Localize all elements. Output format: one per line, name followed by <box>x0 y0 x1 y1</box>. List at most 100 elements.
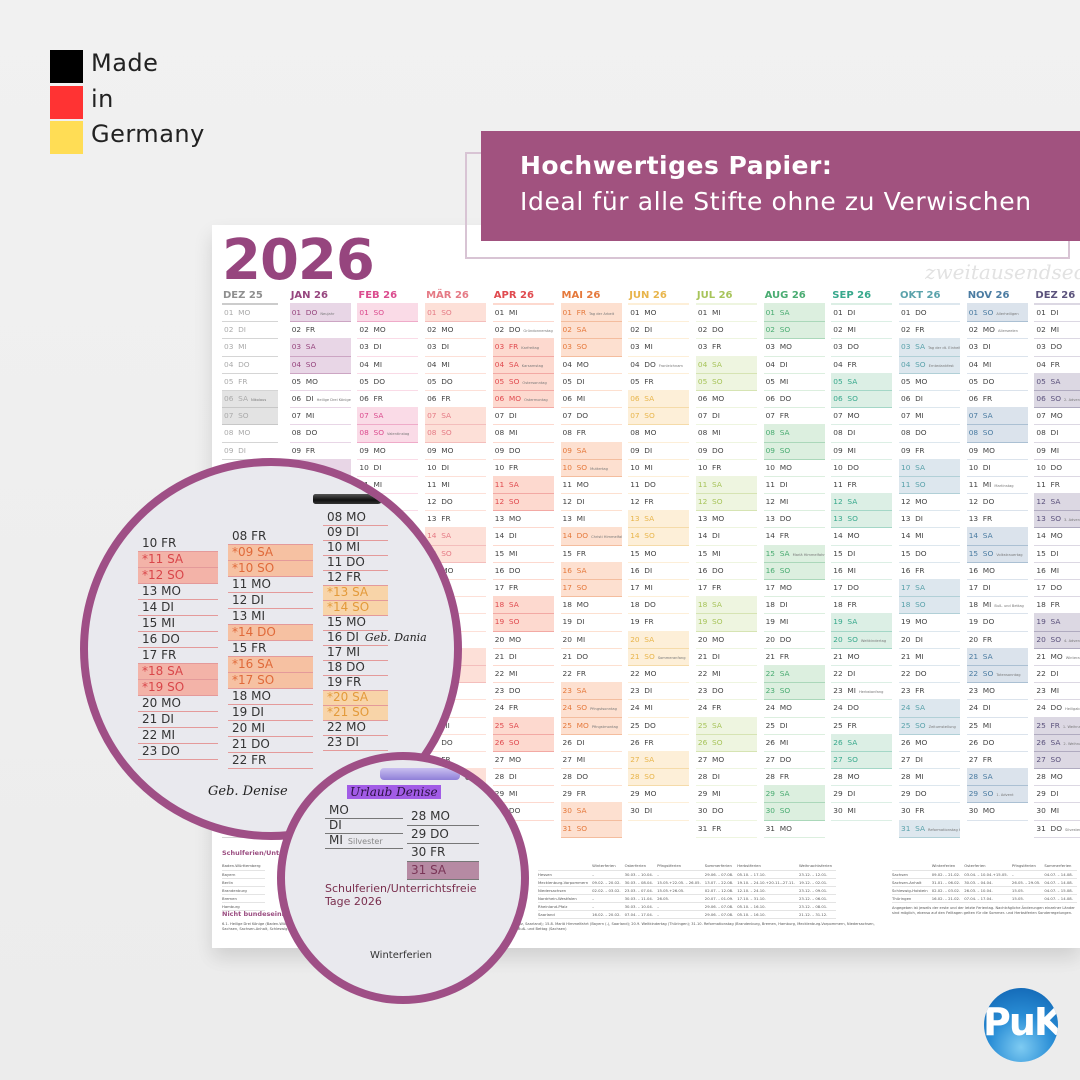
calendar-day[interactable]: 21 MOWinteranfang <box>1034 649 1080 666</box>
calendar-day[interactable]: 01 MO <box>222 305 278 323</box>
calendar-day[interactable]: 01 DO Neujahr <box>289 305 351 323</box>
calendar-day[interactable]: 03 DI <box>966 339 1028 357</box>
calendar-day[interactable]: 06 SO2. Advent Nikolaus <box>1034 390 1080 409</box>
calendar-day[interactable]: 06 FR <box>357 391 419 409</box>
calendar-day[interactable]: 10 DI <box>966 460 1028 477</box>
calendar-day[interactable]: 17 DI <box>966 580 1028 598</box>
calendar-day[interactable]: 09 SO <box>763 442 825 460</box>
calendar-day[interactable]: 06 SA Nikolaus <box>222 390 278 409</box>
calendar-day[interactable]: 12 SO <box>695 494 757 512</box>
calendar-day[interactable]: 13 FR <box>425 511 487 529</box>
calendar-day[interactable]: 25 DI <box>763 718 825 735</box>
calendar-day[interactable]: 10 DO <box>831 460 893 477</box>
calendar-day[interactable]: 01 FR Tag der Arbeit <box>560 305 622 323</box>
calendar-day[interactable]: 24 DOHeiligabend <box>1034 700 1080 718</box>
calendar-day[interactable]: 09 MO <box>425 443 487 460</box>
calendar-day[interactable]: 07 SA <box>357 408 419 426</box>
calendar-day[interactable]: 18 FR <box>831 597 893 615</box>
calendar-day[interactable]: 27 SO <box>1034 751 1080 770</box>
calendar-day[interactable]: 29 MI <box>695 786 757 804</box>
calendar-day[interactable]: 03 SA Tag der dt. Einheit <box>899 339 960 357</box>
calendar-day[interactable]: 17 SO <box>560 580 622 598</box>
calendar-day[interactable]: 11 SA <box>492 476 554 495</box>
calendar-day[interactable]: 14 MO <box>831 528 893 546</box>
calendar-day[interactable]: 10 DI <box>357 460 419 477</box>
calendar-day[interactable]: 30 FR <box>899 803 960 821</box>
calendar-day[interactable]: 01 DI <box>1034 305 1080 323</box>
calendar-day[interactable]: 22 DI <box>831 666 893 684</box>
calendar-day[interactable]: 21 DO <box>560 649 622 666</box>
calendar-day[interactable]: 15 SO Volkstrauertag <box>966 545 1028 563</box>
calendar-day[interactable]: 29 DO <box>899 786 960 804</box>
calendar-day[interactable]: 01 DO <box>899 305 960 323</box>
calendar-day[interactable]: 23 SO <box>763 683 825 701</box>
calendar-day[interactable]: 15 DO <box>899 546 960 563</box>
calendar-day[interactable]: 29 DI <box>831 786 893 804</box>
calendar-day[interactable]: 22 SA <box>763 665 825 684</box>
calendar-day[interactable]: 05 MO <box>899 374 960 391</box>
calendar-day[interactable]: 08 MO <box>222 425 278 443</box>
calendar-day[interactable]: 10 FR <box>695 460 757 477</box>
calendar-day[interactable]: 22 FR <box>560 666 622 684</box>
calendar-day[interactable]: 15 MI <box>695 546 757 563</box>
calendar-day[interactable]: 07 DI <box>492 408 554 426</box>
calendar-day[interactable]: 05 DO <box>357 374 419 391</box>
calendar-day[interactable]: 16 FR <box>899 563 960 580</box>
calendar-day[interactable]: 17 FR <box>492 580 554 598</box>
calendar-day[interactable]: 01 MI <box>492 305 554 323</box>
calendar-day[interactable]: 23 DI <box>628 683 690 701</box>
calendar-day[interactable]: 04 SO Erntedankfest <box>899 356 960 374</box>
calendar-day[interactable]: 07 FR <box>763 408 825 426</box>
calendar-day[interactable]: 08 MO <box>628 425 690 443</box>
calendar-day[interactable]: 22 SO Totensonntag <box>966 665 1028 684</box>
calendar-day[interactable]: 07 DO <box>560 408 622 426</box>
calendar-day[interactable]: 12 SO <box>492 494 554 512</box>
calendar-day[interactable]: 27 MO <box>492 752 554 770</box>
calendar-day[interactable]: 12 DO <box>966 494 1028 512</box>
calendar-day[interactable]: 27 MI <box>560 752 622 770</box>
calendar-day[interactable]: 14 DI <box>492 528 554 546</box>
calendar-day[interactable]: 30 DI <box>628 803 690 821</box>
calendar-day[interactable]: 20 MO <box>695 632 757 649</box>
calendar-day[interactable]: 20 MI <box>560 632 622 649</box>
calendar-day[interactable]: 17 DO <box>1034 580 1080 598</box>
calendar-day[interactable]: 16 DO <box>492 563 554 580</box>
calendar-day[interactable]: 03 SA <box>289 339 351 357</box>
calendar-day[interactable]: 19 DO <box>966 614 1028 632</box>
calendar-day[interactable]: 07 SO <box>222 408 278 426</box>
calendar-day[interactable]: 23 SA <box>560 683 622 701</box>
calendar-day[interactable]: 23 MI <box>1034 683 1080 701</box>
calendar-day[interactable]: 08 MI <box>695 425 757 443</box>
calendar-day[interactable]: 06 FR <box>966 391 1028 409</box>
calendar-day[interactable]: 04 MI <box>966 357 1028 374</box>
calendar-day[interactable]: 15 MI <box>492 546 554 563</box>
calendar-day[interactable]: 13 MI <box>560 511 622 529</box>
calendar-day[interactable]: 22 MI <box>492 666 554 684</box>
calendar-day[interactable]: 09 FR <box>899 443 960 460</box>
calendar-day[interactable]: 03 DI <box>357 339 419 357</box>
calendar-day[interactable]: 06 SO <box>831 390 893 409</box>
calendar-day[interactable]: 12 FR <box>628 494 690 512</box>
calendar-day[interactable]: 26 SO <box>492 734 554 752</box>
calendar-day[interactable]: 08 SA <box>763 425 825 443</box>
calendar-day[interactable]: 13 SA <box>628 511 690 529</box>
calendar-day[interactable]: 07 MO <box>831 408 893 426</box>
calendar-day[interactable]: 23 FR <box>899 683 960 701</box>
calendar-day[interactable]: 23 DO <box>695 683 757 701</box>
calendar-day[interactable]: 09 DO <box>492 443 554 460</box>
calendar-day[interactable]: 02 SA <box>560 322 622 340</box>
calendar-day[interactable]: 04 MI <box>357 357 419 374</box>
calendar-day[interactable]: 29 SA <box>763 786 825 804</box>
calendar-day[interactable]: 26 MO <box>899 735 960 752</box>
calendar-day[interactable]: 05 DO <box>966 374 1028 391</box>
calendar-day[interactable]: 02 MO <box>357 322 419 340</box>
calendar-day[interactable]: 13 SO <box>831 511 893 529</box>
calendar-day[interactable]: 11 MI <box>425 477 487 495</box>
calendar-day[interactable]: 08 DI <box>1034 425 1080 443</box>
calendar-day[interactable]: 17 DO <box>831 580 893 598</box>
calendar-day[interactable]: 11 DO <box>628 477 690 495</box>
calendar-day[interactable]: 05 DI <box>560 374 622 391</box>
calendar-day[interactable]: 11 SA <box>695 476 757 495</box>
calendar-day[interactable]: 20 FR <box>966 632 1028 649</box>
